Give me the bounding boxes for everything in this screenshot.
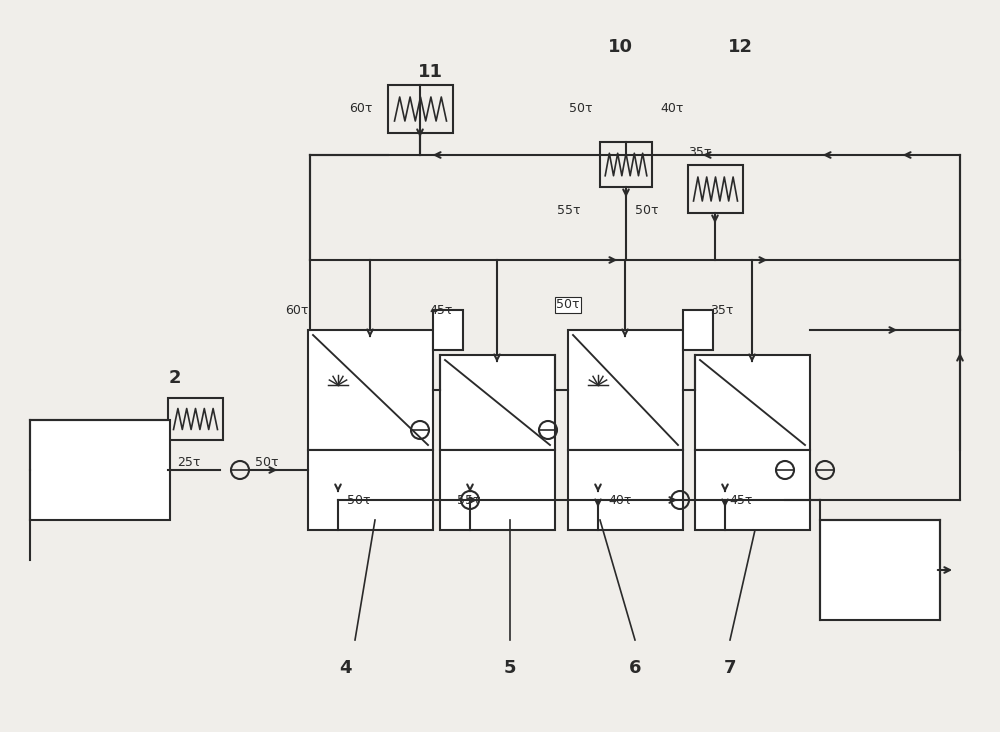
Text: 60τ: 60τ [349,102,372,114]
Bar [308,450,433,530]
Text: 35τ: 35τ [710,304,733,316]
Text: 35τ: 35τ [688,146,711,159]
Text: 5: 5 [504,659,516,677]
Text: 50τ: 50τ [255,455,278,468]
Text: 40τ: 40τ [660,102,683,114]
Bar [568,450,683,530]
Bar [433,310,463,350]
Text: 2: 2 [169,369,181,387]
Bar [308,330,433,450]
Text: 45τ: 45τ [430,304,453,316]
Bar [695,450,810,530]
Text: 11: 11 [418,63,442,81]
Bar [30,420,170,520]
Text: 40τ: 40τ [609,493,632,507]
Bar [440,450,555,530]
Bar [568,330,683,450]
Bar [688,165,743,213]
Text: 55τ: 55τ [556,203,580,217]
Bar [600,142,652,187]
Text: 4: 4 [339,659,351,677]
Text: 50τ: 50τ [347,493,370,507]
Text: 50τ: 50τ [556,299,580,312]
Text: 6: 6 [629,659,641,677]
Text: 10: 10 [608,38,633,56]
Text: 50τ: 50τ [635,203,658,217]
Text: 7: 7 [724,659,736,677]
Text: 60τ: 60τ [285,304,308,316]
Text: 50τ: 50τ [568,102,592,114]
Bar [820,520,940,620]
Text: 55τ: 55τ [456,493,480,507]
Text: 25τ: 25τ [177,455,200,468]
Bar [695,355,810,450]
Text: 12: 12 [728,38,753,56]
Bar [683,310,713,350]
Text: 45τ: 45τ [730,493,753,507]
Bar [388,85,453,133]
Bar [168,398,223,440]
Bar [440,355,555,450]
